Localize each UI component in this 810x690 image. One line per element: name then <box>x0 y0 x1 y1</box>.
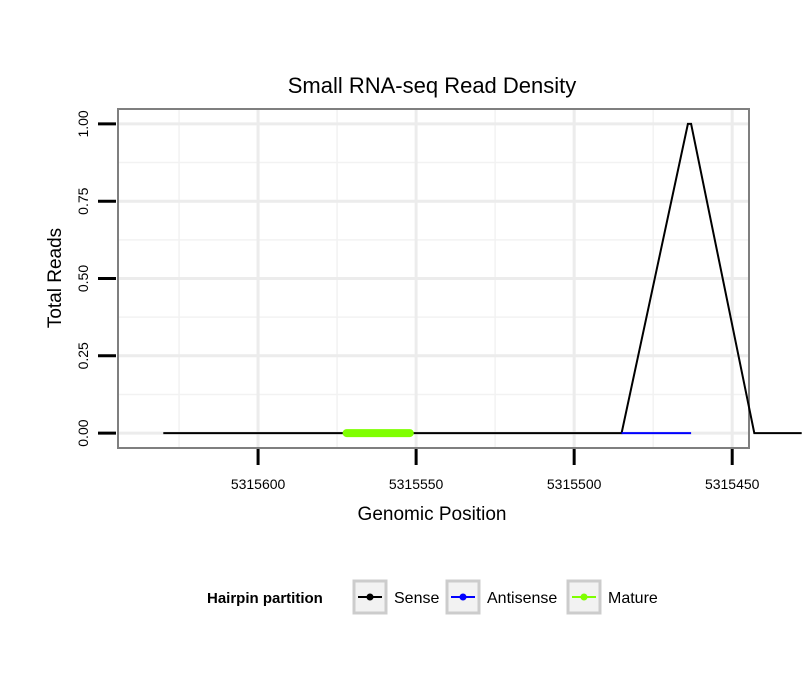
y-tick-label: 1.00 <box>75 110 91 137</box>
legend-key-point <box>366 593 374 601</box>
y-axis: 0.00 0.25 0.50 0.75 1.00 <box>75 110 116 447</box>
legend-label-antisense: Antisense <box>487 590 557 607</box>
series-line-sense <box>163 122 802 435</box>
y-tick-label: 0.25 <box>75 342 91 369</box>
legend-title: Hairpin partition <box>207 590 323 607</box>
y-axis-label: Total Reads <box>45 228 66 328</box>
y-tick-label: 0.50 <box>75 265 91 292</box>
x-tick-label: 5315500 <box>547 476 602 492</box>
legend-key-point <box>580 593 588 601</box>
y-tick-label: 0.00 <box>75 419 91 446</box>
x-axis: 5315600 5315550 5315500 5315450 <box>231 449 760 492</box>
chart-title: Small RNA-seq Read Density <box>288 73 577 98</box>
x-tick-label: 5315550 <box>389 476 444 492</box>
legend-label-mature: Mature <box>608 590 658 607</box>
series-layer <box>163 122 802 438</box>
x-tick-label: 5315600 <box>231 476 286 492</box>
y-tick-label: 0.75 <box>75 187 91 214</box>
x-tick-label: 5315450 <box>705 476 760 492</box>
legend-label-sense: Sense <box>394 590 439 607</box>
legend-key-point <box>459 593 467 601</box>
legend: Hairpin partition Sense Antisense Mature <box>207 579 658 615</box>
x-axis-label: Genomic Position <box>358 504 507 525</box>
